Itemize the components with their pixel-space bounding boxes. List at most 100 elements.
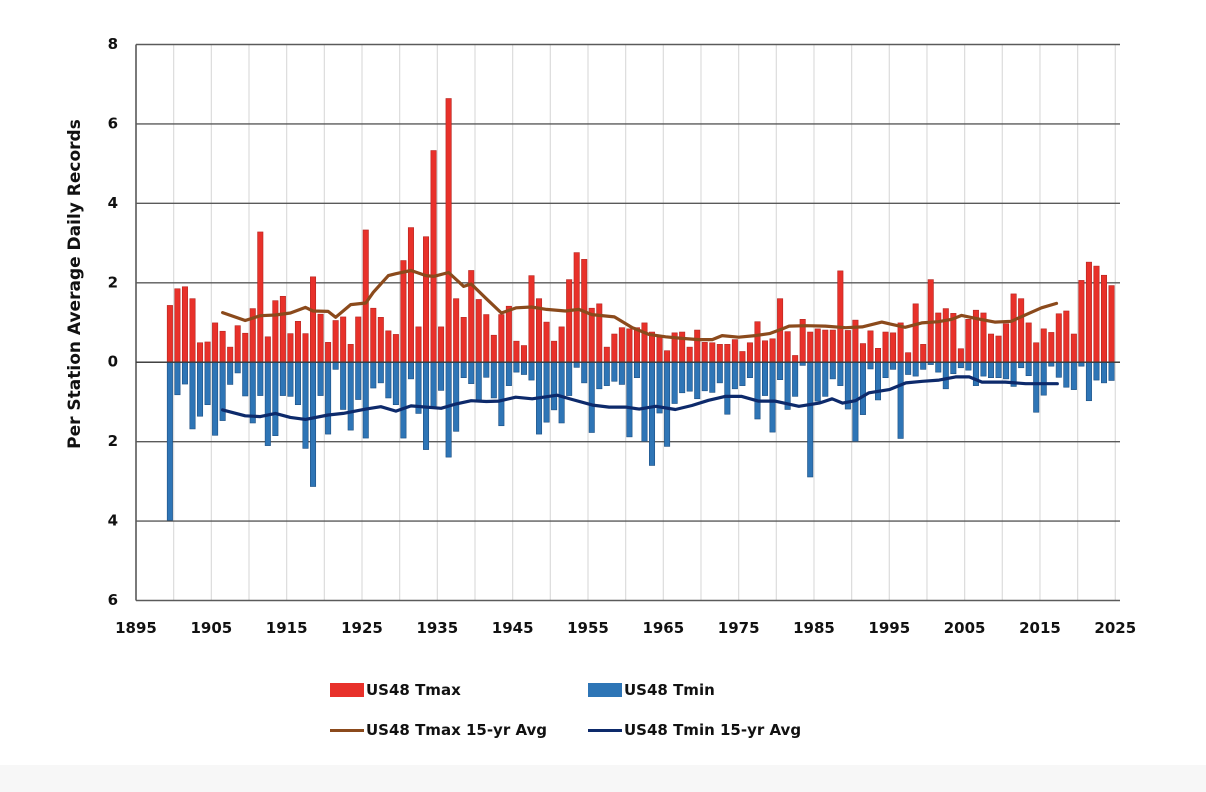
tmin-bar [355,361,362,400]
tmax-bar [227,346,234,363]
tmin-bar [370,361,377,389]
tmin-bar [1003,361,1010,380]
tmin-bar [980,361,987,377]
tmin-bar [1101,361,1108,384]
tmax-bar [272,300,279,363]
tmax-bar [1025,322,1032,363]
tmax-bar [731,339,738,363]
y-tick-label: 4 [108,194,118,212]
tmax-bar [400,260,407,363]
tmax-bar [1033,342,1040,363]
tmax-bar [460,317,467,363]
tmax-bar [1063,310,1070,363]
tmax-bar [792,355,799,363]
tmax-bar [332,320,339,363]
tmax-bar [844,330,851,363]
tmin-bar [709,361,716,393]
x-tick-label: 1915 [266,619,308,637]
tmax-bar [1055,313,1062,363]
tmax-bar [912,303,919,363]
axes [135,44,1120,601]
tmin-bar [212,361,219,436]
tmax-bar [686,346,693,363]
tmin-bar [995,361,1002,379]
tmax-bar [279,295,286,363]
tmax-bar [694,329,701,363]
tmax-bar [310,276,317,363]
tmin-bar [988,361,995,379]
y-tick-label: 8 [108,35,118,53]
x-tick-label: 1945 [492,619,534,637]
tmax-bar [905,352,912,363]
tmin-bar [822,361,829,397]
tmax-bar [679,331,686,363]
tmin-bar [513,361,520,373]
tmin-bar [935,361,942,373]
tmin-bar [882,361,889,379]
tmax-bar [739,351,746,363]
tmax-bar [807,331,814,363]
tmax-bar [498,314,505,363]
tmin-bar [897,361,904,439]
tmax-bar [528,275,535,363]
tmin-bar [588,361,595,433]
tmax-bar [430,150,437,363]
tmax-bar [626,328,633,363]
tmax-bar [543,321,550,363]
tmax-bar [988,333,995,363]
tmin-bar [468,361,475,384]
tmax-bar [212,322,219,363]
tmin-avg-line [221,375,1059,421]
tmin-bar [746,361,753,379]
tmin-bar [965,361,972,371]
x-tick-label: 1965 [642,619,684,637]
tmin-bar [558,361,565,424]
average-lines [221,268,1059,421]
tmin-bar [837,361,844,386]
tmax-bar [762,340,769,363]
x-tick-label: 1955 [567,619,609,637]
tmax-bars [166,98,1115,363]
tmin-bar [490,361,497,399]
tmax-bar [1078,280,1085,363]
tmax-bar [392,334,399,363]
tmax-bar [769,338,776,363]
tmin-bar [618,361,625,385]
tmin-bar [543,361,550,423]
tmin-bar [1085,361,1092,402]
tmax-bar [234,325,241,363]
tmax-bar [611,333,618,363]
tmax-bar [784,331,791,363]
tmax-bar [859,343,866,363]
tmax-bar [573,252,580,363]
tmax-bar [814,328,821,363]
tmin-bar [294,361,301,406]
tmax-bar [355,316,362,363]
tmax-bar [603,346,610,363]
x-tick-label: 1905 [190,619,232,637]
tmin-bar [626,361,633,438]
tmin-bar [716,361,723,384]
tmax-bar [181,286,188,363]
x-tick-label: 1975 [718,619,760,637]
tmin-bar [498,361,505,427]
x-tick-label: 2015 [1019,619,1061,637]
tmin-bar [566,361,573,396]
y-tick-label: 2 [108,432,118,450]
tmin-bar [407,361,414,380]
tmax-bar [490,334,497,363]
tmax-bar [1040,328,1047,363]
tmin-bar [197,361,204,417]
tmax-bar [656,336,663,363]
y-tick-labels: 8 6 4 2 0 2 4 6 [108,35,118,609]
tmin-bar [920,361,927,370]
tmin-bar [596,361,603,390]
tmax-bar [618,327,625,363]
tmin-bar [641,361,648,442]
tmax-bar [1093,265,1100,363]
tmax-bar [965,319,972,363]
tmax-bar [995,335,1002,363]
tmin-bar [362,361,369,439]
tmin-bar [520,361,527,375]
tmin-bar [890,361,897,370]
